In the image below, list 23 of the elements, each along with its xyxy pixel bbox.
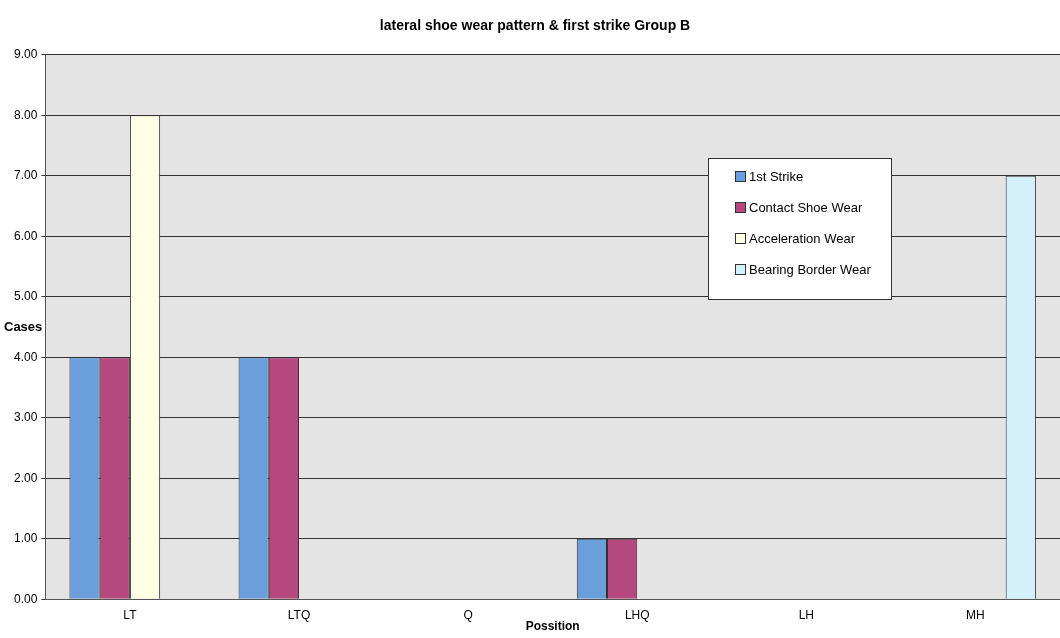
y-tick-label: 6.00 bbox=[14, 228, 38, 243]
legend-label: Contact Shoe Wear bbox=[749, 200, 863, 215]
x-tick-label: LHQ bbox=[624, 607, 650, 622]
x-tick-label: Q bbox=[463, 607, 473, 622]
y-tick-label: 2.00 bbox=[14, 470, 38, 485]
x-tick-label: LTQ bbox=[287, 607, 311, 622]
y-tick-label: 9.00 bbox=[14, 47, 38, 62]
y-tick-label: 4.00 bbox=[14, 349, 38, 364]
y-tick-label: 5.00 bbox=[14, 289, 38, 304]
x-axis-title: Possition bbox=[525, 619, 580, 634]
y-tick-label: 0.00 bbox=[14, 591, 38, 606]
y-axis-title: Cases bbox=[4, 318, 43, 334]
y-tick-label: 3.00 bbox=[14, 410, 38, 425]
legend-label: 1st Strike bbox=[749, 169, 804, 184]
y-tick-label: 7.00 bbox=[14, 168, 38, 183]
y-tick-label: 1.00 bbox=[14, 531, 38, 546]
x-tick-label: LT bbox=[123, 607, 138, 622]
legend-label: Acceleration Wear bbox=[749, 231, 855, 246]
y-tick-label: 8.00 bbox=[14, 107, 38, 122]
legend-label: Bearing Border Wear bbox=[749, 262, 871, 277]
x-tick-label: LH bbox=[798, 607, 815, 622]
chart-title: lateral shoe wear pattern & first strike Group B bbox=[379, 17, 691, 34]
x-tick-label: MH bbox=[966, 607, 985, 622]
